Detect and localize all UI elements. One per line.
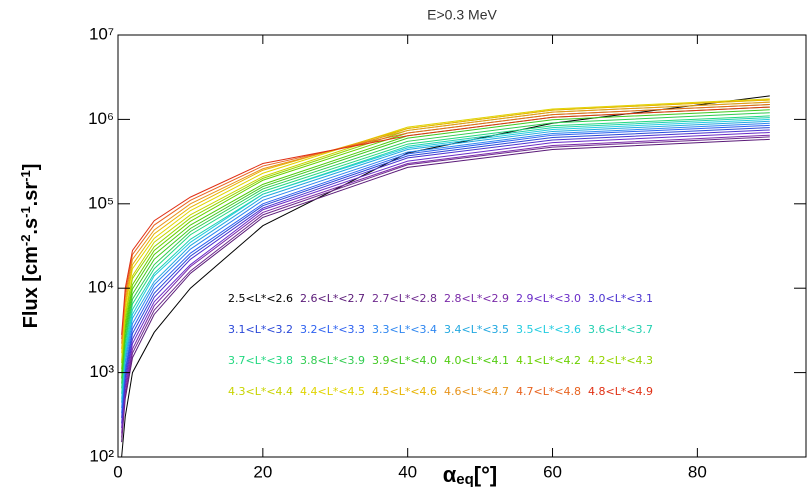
legend-label: 3.4<L*<3.5 xyxy=(444,323,509,336)
series-line xyxy=(121,138,770,443)
x-tick-label: 0 xyxy=(113,462,122,481)
x-axis-label-part: [°] xyxy=(474,462,497,487)
x-tick-label: 40 xyxy=(398,462,417,481)
series-line xyxy=(121,112,770,384)
legend-label: 3.3<L*<3.4 xyxy=(372,323,437,336)
series-line xyxy=(121,104,770,340)
x-axis-label-part: α xyxy=(443,462,457,487)
legend-label: 4.3<L*<4.4 xyxy=(228,385,293,398)
legend-label: 3.0<L*<3.1 xyxy=(588,292,653,305)
series-line xyxy=(121,122,770,409)
legend-label: 2.8<L*<2.9 xyxy=(444,292,509,305)
legend-label: 4.1<L*<4.2 xyxy=(516,354,581,367)
plot-frame xyxy=(117,34,807,458)
series-line xyxy=(121,134,770,434)
series-line xyxy=(121,124,770,414)
x-tick-label: 80 xyxy=(688,462,707,481)
x-tick-label: 60 xyxy=(543,462,562,481)
y-axis-label-part: Flux [cm xyxy=(20,246,42,328)
series-line xyxy=(121,95,770,457)
legend-label: 4.8<L*<4.9 xyxy=(588,385,653,398)
series-line xyxy=(121,99,770,350)
series-line xyxy=(121,109,770,379)
legend-label: 4.6<L*<4.7 xyxy=(444,385,509,398)
series-line xyxy=(121,120,770,403)
legend-label: 3.9<L*<4.0 xyxy=(372,354,437,367)
legend-label: 3.2<L*<3.3 xyxy=(300,323,365,336)
series-line xyxy=(121,127,770,419)
y-axis-label: Flux [cm-2.s-1.sr-1] xyxy=(18,164,43,329)
y-axis-label-part: -2 xyxy=(18,235,33,247)
y-tick-label: 10⁴ xyxy=(88,278,114,297)
chart-title: E>0.3 MeV xyxy=(427,7,497,23)
series-line xyxy=(121,136,770,438)
y-tick-label: 10⁷ xyxy=(89,24,114,43)
legend-label: 2.6<L*<2.7 xyxy=(300,292,365,305)
legend-label: 3.5<L*<3.6 xyxy=(516,323,581,336)
legend-label: 3.1<L*<3.2 xyxy=(228,323,293,336)
series-line xyxy=(121,131,770,429)
y-axis-label-part: ] xyxy=(20,164,42,171)
series-line xyxy=(121,98,770,354)
y-tick-label: 10⁶ xyxy=(88,109,114,128)
legend-label: 2.7<L*<2.8 xyxy=(372,292,437,305)
series-line xyxy=(121,118,770,399)
y-tick-label: 10³ xyxy=(89,362,114,381)
legend-label: 4.7<L*<4.8 xyxy=(516,385,581,398)
y-tick-label: 10² xyxy=(89,446,114,465)
series-line xyxy=(121,101,770,344)
y-axis-label-part: .s xyxy=(20,218,42,235)
series-line xyxy=(121,115,770,389)
legend-label: 2.9<L*<3.0 xyxy=(516,292,581,305)
y-tick-label: 10⁵ xyxy=(88,193,114,212)
legend-label: 4.0<L*<4.1 xyxy=(444,354,509,367)
legend-label: 4.5<L*<4.6 xyxy=(372,385,437,398)
x-tick-label: 20 xyxy=(253,462,272,481)
series-line xyxy=(121,117,770,394)
legend-label: 3.6<L*<3.7 xyxy=(588,323,653,336)
legend-label: 2.5<L*<2.6 xyxy=(228,292,293,305)
legend-label: 3.8<L*<3.9 xyxy=(300,354,365,367)
series-line xyxy=(121,106,770,335)
legend-label: 4.4<L*<4.5 xyxy=(300,385,365,398)
x-axis-label-part: eq xyxy=(456,471,474,487)
y-axis-label-part: .sr xyxy=(20,182,42,207)
legend-label: 4.2<L*<4.3 xyxy=(588,354,653,367)
series-line xyxy=(121,129,770,424)
x-axis-label: αeq[°] xyxy=(443,462,498,487)
y-axis-label-part: -1 xyxy=(18,206,33,218)
legend-label: 3.7<L*<3.8 xyxy=(228,354,293,367)
y-axis-label-part: -1 xyxy=(18,170,33,182)
